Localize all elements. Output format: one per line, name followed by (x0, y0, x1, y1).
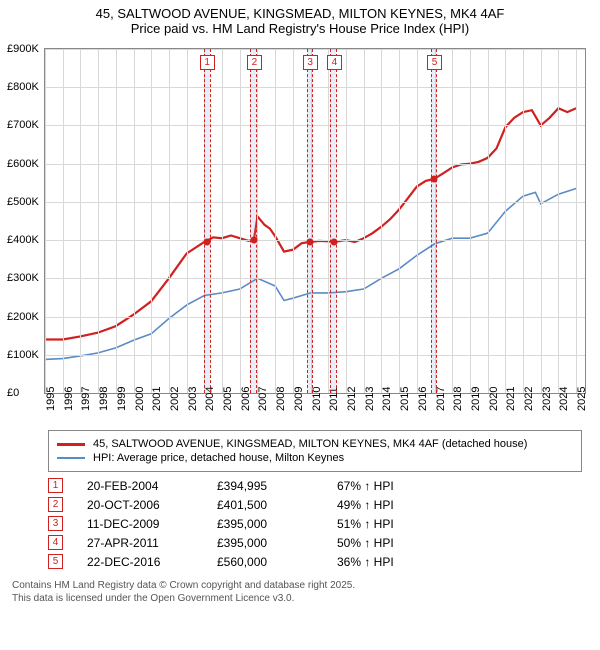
legend-label: HPI: Average price, detached house, Milt… (93, 452, 344, 464)
x-tick-label: 1997 (80, 387, 92, 411)
sale-marker-badge: 4 (327, 55, 342, 70)
legend-item: 45, SALTWOOD AVENUE, KINGSMEAD, MILTON K… (57, 438, 573, 450)
x-tick-label: 2018 (452, 387, 464, 411)
sales-row-pct: 49% ↑ HPI (337, 498, 394, 512)
y-tick-label: £300K (7, 272, 39, 284)
sale-marker-badge: 2 (247, 55, 262, 70)
sale-point (306, 239, 313, 246)
sales-row-date: 27-APR-2011 (87, 536, 217, 550)
sales-row-pct: 50% ↑ HPI (337, 536, 394, 550)
x-tick-label: 2020 (488, 387, 500, 411)
sale-point (250, 236, 257, 243)
x-tick-label: 2016 (417, 387, 429, 411)
x-tick-label: 2025 (576, 387, 588, 411)
x-tick-label: 2022 (523, 387, 535, 411)
footer-line-1: Contains HM Land Registry data © Crown c… (12, 579, 582, 592)
title-line-1: 45, SALTWOOD AVENUE, KINGSMEAD, MILTON K… (10, 6, 590, 21)
sales-row-badge: 4 (48, 535, 63, 550)
sales-row-date: 11-DEC-2009 (87, 517, 217, 531)
sales-table: 1 20-FEB-2004£394,99567% ↑ HPI 2 20-OCT-200… (48, 478, 582, 569)
x-tick-label: 2013 (364, 387, 376, 411)
sales-row-date: 20-FEB-2004 (87, 479, 217, 493)
sales-row-price: £401,500 (217, 498, 337, 512)
legend-item: HPI: Average price, detached house, Milt… (57, 452, 573, 464)
y-tick-label: £0 (7, 387, 19, 399)
attribution-footer: Contains HM Land Registry data © Crown c… (12, 579, 582, 605)
sale-point (330, 239, 337, 246)
legend-box: 45, SALTWOOD AVENUE, KINGSMEAD, MILTON K… (48, 430, 582, 472)
sales-row-badge: 5 (48, 554, 63, 569)
sales-row: 3 11-DEC-2009£395,00051% ↑ HPI (48, 516, 582, 531)
sales-row-price: £560,000 (217, 555, 337, 569)
sales-row-badge: 2 (48, 497, 63, 512)
sales-row: 5 22-DEC-2016£560,00036% ↑ HPI (48, 554, 582, 569)
x-tick-label: 2024 (558, 387, 570, 411)
x-tick-label: 2003 (187, 387, 199, 411)
x-tick-label: 2021 (505, 387, 517, 411)
x-tick-label: 2015 (399, 387, 411, 411)
x-tick-label: 2005 (222, 387, 234, 411)
x-tick-label: 1996 (63, 387, 75, 411)
y-tick-label: £900K (7, 43, 39, 55)
footer-line-2: This data is licensed under the Open Gov… (12, 592, 582, 605)
legend-swatch (57, 443, 85, 446)
sale-point (203, 239, 210, 246)
sales-row-date: 20-OCT-2006 (87, 498, 217, 512)
sales-row-price: £395,000 (217, 536, 337, 550)
y-tick-label: £700K (7, 119, 39, 131)
x-tick-label: 2008 (275, 387, 287, 411)
sale-point (430, 175, 437, 182)
sales-row: 1 20-FEB-2004£394,99567% ↑ HPI (48, 478, 582, 493)
y-tick-label: £800K (7, 81, 39, 93)
legend-label: 45, SALTWOOD AVENUE, KINGSMEAD, MILTON K… (93, 438, 527, 450)
sales-row-badge: 3 (48, 516, 63, 531)
y-tick-label: £100K (7, 349, 39, 361)
line-series-svg (45, 49, 585, 393)
sales-row: 4 27-APR-2011£395,00050% ↑ HPI (48, 535, 582, 550)
x-tick-label: 2000 (134, 387, 146, 411)
x-tick-label: 2001 (151, 387, 163, 411)
x-tick-label: 1995 (45, 387, 57, 411)
y-tick-label: £200K (7, 311, 39, 323)
chart-area: £0 £100K £200K £300K £400K £500K £600K £700K £80… (6, 42, 590, 422)
sale-marker-badge: 5 (427, 55, 442, 70)
x-tick-label: 2007 (257, 387, 269, 411)
x-tick-label: 2002 (169, 387, 181, 411)
x-tick-label: 2012 (346, 387, 358, 411)
x-tick-label: 2019 (470, 387, 482, 411)
x-tick-label: 2014 (381, 387, 393, 411)
sales-row-date: 22-DEC-2016 (87, 555, 217, 569)
sales-row-badge: 1 (48, 478, 63, 493)
title-line-2: Price paid vs. HM Land Registry's House … (10, 21, 590, 36)
sales-row-pct: 36% ↑ HPI (337, 555, 394, 569)
chart-title: 45, SALTWOOD AVENUE, KINGSMEAD, MILTON K… (0, 0, 600, 38)
plot-region: £0£100K£200K£300K£400K£500K£600K£700K£80… (44, 48, 586, 394)
sale-marker-badge: 1 (200, 55, 215, 70)
legend-swatch (57, 457, 85, 459)
x-tick-label: 2023 (541, 387, 553, 411)
sale-marker-badge: 3 (303, 55, 318, 70)
x-tick-label: 2009 (293, 387, 305, 411)
sales-row-price: £395,000 (217, 517, 337, 531)
sales-row-price: £394,995 (217, 479, 337, 493)
y-tick-label: £500K (7, 196, 39, 208)
x-tick-label: 1999 (116, 387, 128, 411)
y-tick-label: £400K (7, 234, 39, 246)
x-tick-label: 1998 (98, 387, 110, 411)
sales-row: 2 20-OCT-2006£401,50049% ↑ HPI (48, 497, 582, 512)
sales-row-pct: 51% ↑ HPI (337, 517, 394, 531)
sales-row-pct: 67% ↑ HPI (337, 479, 394, 493)
y-tick-label: £600K (7, 158, 39, 170)
